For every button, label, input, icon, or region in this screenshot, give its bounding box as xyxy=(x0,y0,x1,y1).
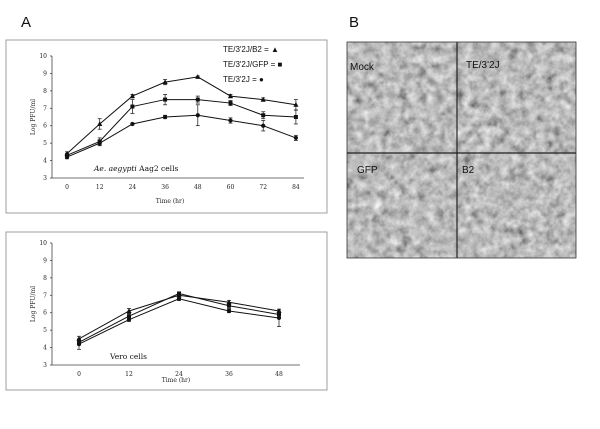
chart1-point-circle xyxy=(293,135,298,141)
chart2-y-tick-label: 8 xyxy=(43,275,47,282)
chart1-y-tick-label: 8 xyxy=(43,88,47,95)
chart1-point-triangle xyxy=(195,74,201,79)
chart2-point-circle xyxy=(276,315,282,321)
chart-frame-aag2 xyxy=(5,39,328,214)
chart1-x-tick-label: 84 xyxy=(292,184,300,191)
annotation-cell-line: Aag2 cells xyxy=(137,164,179,173)
micrograph-label-mock: Mock xyxy=(350,62,375,73)
chart-frame-vero xyxy=(5,231,328,391)
chart2-x-tick-label: 24 xyxy=(175,371,183,378)
chart2-x-tick-label: 12 xyxy=(125,371,133,378)
annotation-vero-cells: Vero cells xyxy=(109,352,147,361)
panel-letter-a: A xyxy=(21,14,32,31)
legend-entry-circle: TE/3'2J = ● xyxy=(223,75,264,84)
chart1-point-circle xyxy=(130,121,135,127)
chart1-y-tick-label: 7 xyxy=(43,105,47,112)
chart1-point-square xyxy=(130,104,135,109)
chart2-y-tick-label: 7 xyxy=(43,292,47,299)
chart1-point-square xyxy=(261,113,266,118)
chart2-x-tick-label: 36 xyxy=(225,371,233,378)
chart1-point-circle xyxy=(195,113,200,118)
chart2-y-tick-label: 3 xyxy=(43,362,47,369)
chart2-y-tick-label: 4 xyxy=(43,345,47,352)
chart1-series-circle-line xyxy=(66,114,297,158)
chart1-x-tick-label: 48 xyxy=(194,184,202,191)
chart2-point-circle xyxy=(126,317,132,322)
chart1-y-axis-title: Log PFU/ml xyxy=(30,99,37,135)
chart-aag2-growth: 3 4 5 6 7 8 9 10 0 12 24 36 48 60 72 84 Time (hr) Log PFU… xyxy=(30,45,304,205)
annotation-aag2-cells: Ae. aegypti Aag2 cells xyxy=(93,164,178,173)
annotation-species: Ae. aegypti xyxy=(93,164,137,173)
chart2-y-tick-label: 9 xyxy=(43,257,47,264)
chart1-point-triangle xyxy=(97,121,103,126)
chart1-series-triangle-line xyxy=(66,76,296,154)
chart2-point-square xyxy=(227,303,231,308)
micrograph-label-gfp: GFP xyxy=(357,165,378,176)
chart1-point-circle xyxy=(261,123,266,128)
micrograph-image xyxy=(347,42,576,258)
chart1-x-tick-label: 60 xyxy=(227,184,235,191)
chart2-point-square xyxy=(127,314,131,319)
chart2-x-tick-label: 0 xyxy=(77,371,81,378)
chart2-y-tick-label: 6 xyxy=(43,310,47,317)
chart2-point-circle xyxy=(76,341,82,347)
micrograph-border xyxy=(346,41,577,259)
chart1-point-square xyxy=(163,97,168,102)
chart1-x-axis-title: Time (hr) xyxy=(156,198,184,205)
chart1-point-triangle xyxy=(162,79,168,85)
chart1-point-circle xyxy=(228,118,233,123)
chart1-point-square xyxy=(228,101,233,106)
chart1-point-triangle xyxy=(293,102,299,107)
chart2-y-tick-label: 10 xyxy=(39,240,47,247)
chart2-point-circle xyxy=(226,308,232,314)
chart1-point-triangle xyxy=(227,93,234,99)
chart1-point-circle xyxy=(64,154,70,160)
chart2-x-tick-label: 48 xyxy=(275,371,283,378)
legend-entry-triangle: TE/3'2J/B2 = ▲ xyxy=(223,45,279,54)
chart2-y-axis-title: Log PFU/ml xyxy=(30,286,37,322)
chart1-y-tick-label: 9 xyxy=(43,70,47,77)
panel-letter-b: B xyxy=(349,14,360,31)
chart1-point-triangle xyxy=(129,93,135,99)
chart1-x-tick-label: 12 xyxy=(96,184,104,191)
chart1-y-tick-label: 5 xyxy=(43,140,47,147)
chart1-point-circle xyxy=(97,141,102,146)
chart1-x-tick-label: 24 xyxy=(129,184,137,191)
micrograph-panel: Mock TE/3'2J GFP B2 xyxy=(346,41,577,259)
chart1-series-square-line xyxy=(66,99,296,156)
chart1-point-circle xyxy=(163,114,168,120)
chart1-point-square xyxy=(195,97,200,102)
chart1-point-square xyxy=(293,115,298,119)
micrograph-label-b2: B2 xyxy=(462,165,475,176)
chart2-x-axis-title: Time (hr) xyxy=(162,377,190,384)
chart1-y-tick-label: 6 xyxy=(43,123,47,130)
chart1-y-tick-label: 4 xyxy=(43,158,47,165)
chart1-x-tick-label: 36 xyxy=(161,184,169,191)
chart2-point-triangle xyxy=(126,308,132,313)
legend-entry-square: TE/3'2J/GFP = ■ xyxy=(223,60,283,69)
chart1-y-tick-label: 3 xyxy=(43,175,47,182)
micrograph-label-te32j: TE/3'2J xyxy=(466,60,500,71)
chart2-y-tick-label: 5 xyxy=(43,327,47,334)
chart1-y-tick-label: 10 xyxy=(39,53,47,60)
chart1-x-tick-label: 72 xyxy=(259,184,267,191)
chart2-point-circle xyxy=(176,296,182,301)
chart1-x-tick-label: 0 xyxy=(65,184,69,191)
chart-vero-growth: 3 4 5 6 7 8 9 10 0 12 24 36 48 Time (hr) Log PFU/ml Ver… xyxy=(30,240,300,384)
chart2-point-square xyxy=(177,291,181,296)
chart1-point-triangle xyxy=(260,96,266,102)
